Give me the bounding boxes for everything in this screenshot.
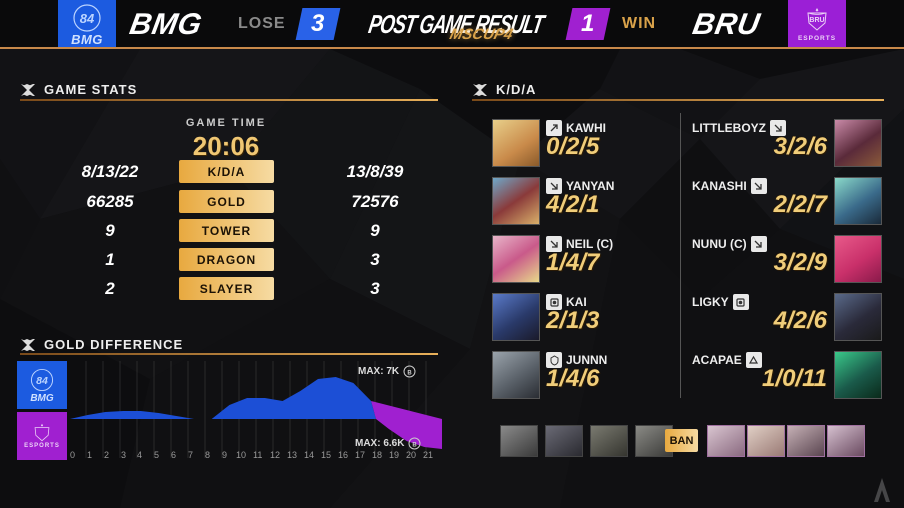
svg-text:BRU: BRU: [809, 17, 824, 24]
svg-text:B: B: [413, 443, 418, 449]
svg-text:84: 84: [36, 375, 48, 387]
svg-text:84: 84: [80, 11, 95, 26]
svg-text:B: B: [407, 371, 412, 377]
